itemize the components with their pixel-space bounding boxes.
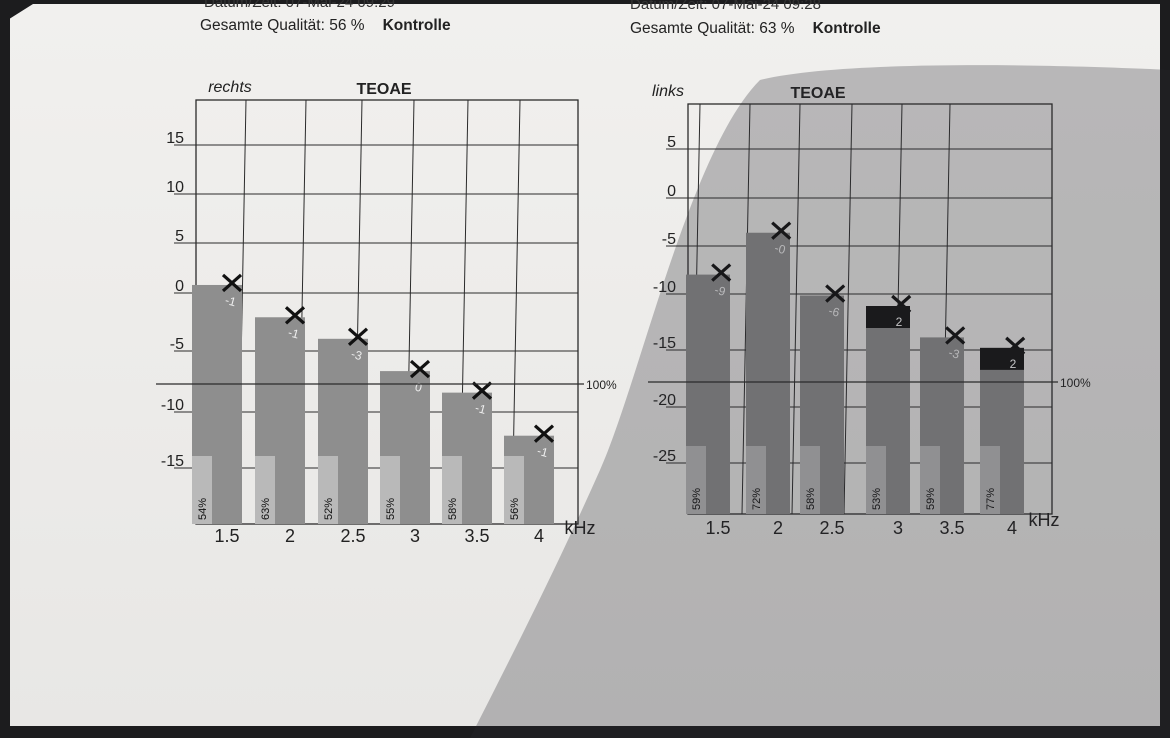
y-tick-label: -15	[653, 335, 676, 352]
reference-label: 100%	[586, 378, 617, 392]
chart-title: TEOAE	[356, 81, 411, 98]
y-tick-label: 5	[175, 228, 184, 245]
noise-value: 0	[413, 380, 423, 395]
noise-floor-bar	[980, 446, 1000, 514]
response-marker	[471, 381, 493, 400]
chart-title: TEOAE	[790, 85, 845, 102]
highlight-box	[866, 306, 910, 328]
left-datetime: Datum/Zeit: 07-Mai-24 09:29	[204, 0, 395, 11]
x-tick-label: 4	[534, 526, 544, 546]
noise-floor-bar	[318, 456, 338, 524]
x-tick-label: 3.5	[464, 526, 489, 546]
side-label: rechts	[208, 79, 252, 96]
response-marker	[284, 306, 306, 325]
y-tick-label: -25	[653, 448, 676, 465]
reproducibility-value: 54%	[197, 498, 209, 520]
noise-floor-bar	[380, 456, 400, 524]
noise-value: -1	[224, 293, 238, 309]
left-quality: Gesamte Qualität: 56 %	[200, 17, 365, 34]
reproducibility-value: 63%	[260, 498, 272, 520]
noise-value: -3	[350, 347, 364, 363]
x-axis-unit: kHz	[1029, 510, 1060, 530]
reproducibility-value: 55%	[385, 498, 397, 520]
reproducibility-value: 72%	[751, 488, 763, 510]
x-tick-label: 3.5	[939, 518, 964, 538]
x-tick-label: 1.5	[705, 518, 730, 538]
reproducibility-value: 58%	[447, 498, 459, 520]
gridline-v-2	[791, 103, 801, 515]
noise-floor-bar	[442, 456, 462, 524]
x-tick-label: 3	[410, 526, 420, 546]
reproducibility-value: 59%	[925, 488, 937, 510]
noise-value: 2	[896, 315, 903, 329]
response-marker	[221, 273, 243, 293]
y-tick-label: 15	[166, 130, 184, 147]
reproducibility-value: 52%	[323, 498, 335, 520]
noise-value: -6	[827, 304, 841, 320]
x-tick-label: 2	[285, 526, 295, 546]
noise-value: -9	[713, 283, 727, 299]
response-marker	[825, 284, 846, 303]
y-tick-label: 0	[667, 183, 676, 200]
x-tick-label: 2	[773, 518, 783, 538]
reproducibility-value: 53%	[871, 488, 883, 510]
response-marker	[771, 221, 792, 240]
y-tick-label: 10	[166, 179, 184, 196]
noise-floor-bar	[866, 446, 886, 514]
response-marker	[347, 327, 369, 346]
noise-floor-bar	[800, 446, 820, 514]
noise-floor-bar	[255, 456, 275, 524]
noise-floor-bar	[920, 446, 940, 514]
reference-label: 100%	[1060, 376, 1091, 390]
reproducibility-value: 56%	[509, 498, 521, 520]
noise-floor-bar	[746, 446, 766, 514]
right-result: Kontrolle	[812, 20, 881, 37]
noise-value: 2	[1010, 357, 1017, 371]
highlight-box	[980, 347, 1024, 370]
right-datetime: Datum/Zeit: 07-Mai-24 09:28	[630, 0, 821, 13]
gridline-v-3	[843, 103, 853, 515]
noise-value: -1	[536, 444, 550, 460]
reproducibility-value: 58%	[805, 488, 817, 510]
y-tick-label: -5	[662, 231, 676, 248]
response-marker	[533, 424, 555, 443]
x-tick-label: 2.5	[819, 518, 844, 538]
y-tick-label: -10	[653, 279, 676, 296]
x-tick-label: 1.5	[214, 526, 239, 546]
y-tick-label: 0	[175, 278, 184, 295]
reproducibility-value: 59%	[691, 488, 703, 510]
x-axis-unit: kHz	[565, 518, 596, 538]
right-quality-line: Gesamte Qualität: 63 % Kontrolle	[630, 20, 881, 38]
noise-floor-bar	[504, 456, 524, 524]
noise-floor-bar	[192, 456, 212, 524]
response-marker	[945, 326, 966, 345]
side-label: links	[652, 83, 684, 100]
reproducibility-value: 77%	[985, 488, 997, 510]
noise-value: -1	[474, 401, 488, 417]
x-tick-label: 3	[893, 518, 903, 538]
y-tick-label: -20	[653, 392, 676, 409]
x-tick-label: 4	[1007, 518, 1017, 538]
noise-floor-bar	[686, 446, 706, 514]
left-quality-line: Gesamte Qualität: 56 % Kontrolle	[200, 17, 451, 35]
response-marker	[711, 263, 732, 282]
x-tick-label: 2.5	[340, 526, 365, 546]
noise-value: -3	[947, 345, 961, 361]
left-result: Kontrolle	[382, 17, 451, 34]
y-tick-label: -5	[170, 336, 184, 353]
y-tick-label: 5	[667, 134, 676, 151]
right-quality: Gesamte Qualität: 63 %	[630, 20, 795, 37]
y-tick-label: -10	[161, 397, 184, 414]
noise-value: -0	[773, 241, 787, 257]
response-marker	[409, 359, 431, 379]
y-tick-label: -15	[161, 453, 184, 470]
noise-value: -1	[287, 325, 301, 341]
